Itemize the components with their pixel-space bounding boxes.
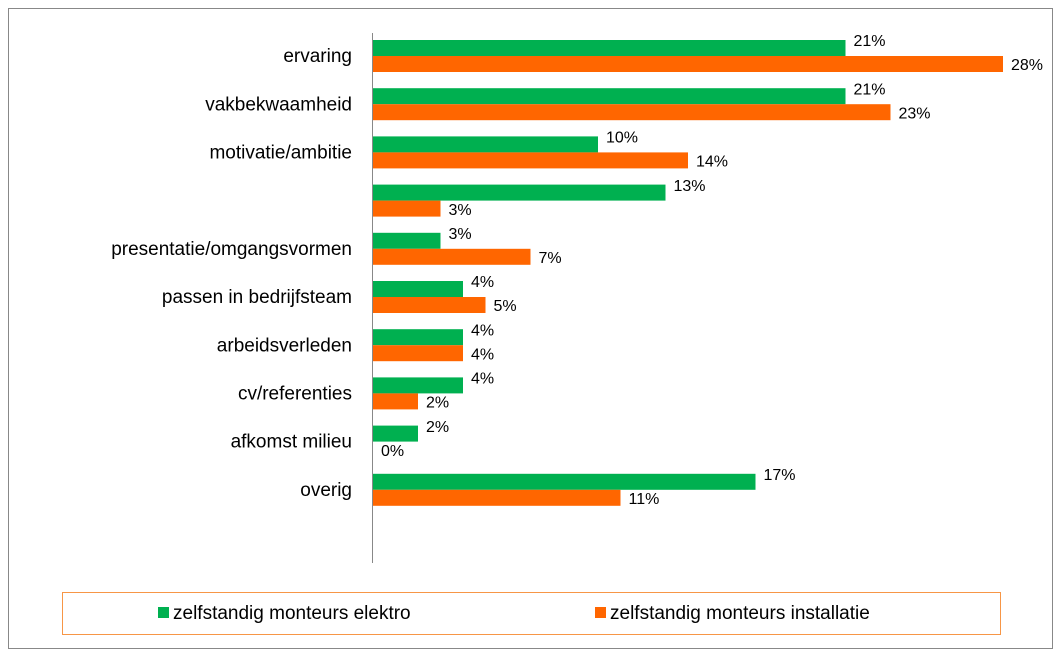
chart-frame: [8, 8, 1053, 649]
bar: [373, 489, 621, 506]
bar: [373, 40, 846, 56]
bar: [373, 88, 846, 105]
category-label: passen in bedrijfsteam: [162, 287, 352, 308]
bar: [373, 393, 418, 410]
value-label: 4%: [471, 322, 494, 339]
bar: [373, 232, 441, 249]
category-label: ervaring: [283, 46, 352, 67]
value-label: 17%: [764, 467, 796, 484]
value-label: 4%: [471, 346, 494, 363]
bar: [373, 297, 486, 313]
category-label: cv/referenties: [238, 384, 352, 405]
bar: [373, 104, 891, 121]
bar: [373, 136, 598, 153]
category-label: presentatie/omgangsvormen: [111, 239, 352, 260]
value-label: 4%: [471, 274, 494, 291]
bar: [373, 425, 418, 442]
category-label: overig: [300, 480, 352, 501]
legend-box: [62, 592, 1001, 635]
value-label: 0%: [381, 443, 404, 460]
value-label: 5%: [494, 298, 517, 315]
value-label: 7%: [539, 250, 562, 267]
legend-label: zelfstandig monteurs elektro: [173, 603, 411, 624]
value-label: 3%: [449, 202, 472, 219]
legend-swatch: [595, 607, 606, 618]
bar: [373, 329, 463, 346]
bar: [373, 152, 688, 169]
value-label: 3%: [449, 226, 472, 243]
legend-label: zelfstandig monteurs installatie: [610, 603, 870, 624]
value-label: 28%: [1011, 57, 1043, 74]
value-label: 23%: [899, 105, 931, 122]
category-label: motivatie/ambitie: [209, 143, 352, 164]
bar: [373, 377, 463, 394]
legend-swatch: [158, 607, 169, 618]
value-label: 4%: [471, 371, 494, 388]
bar: [373, 56, 1003, 72]
bar: [373, 184, 666, 201]
bar: [373, 345, 463, 362]
value-label: 10%: [606, 130, 638, 147]
value-label: 14%: [696, 154, 728, 171]
bar: [373, 248, 531, 265]
value-label: 13%: [674, 178, 706, 195]
bar: [373, 473, 756, 490]
category-label: vakbekwaamheid: [205, 94, 352, 115]
bar: [373, 281, 463, 297]
value-label: 21%: [854, 81, 886, 98]
category-label: afkomst milieu: [231, 432, 352, 453]
value-label: 11%: [629, 491, 660, 508]
value-label: 2%: [426, 395, 449, 412]
value-label: 2%: [426, 419, 449, 436]
category-label: arbeidsverleden: [217, 335, 352, 356]
value-label: 21%: [854, 33, 886, 50]
bar: [373, 200, 441, 217]
